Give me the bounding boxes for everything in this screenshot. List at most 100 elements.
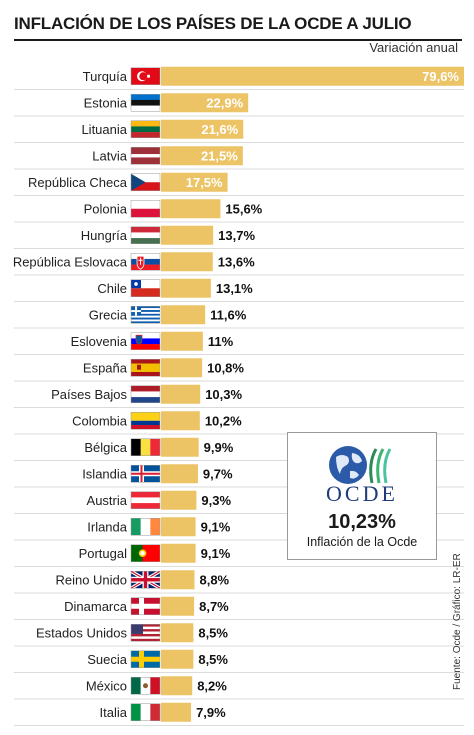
ocde-callout: OCDE 10,23% Inflación de la Ocde	[287, 432, 437, 560]
value-label: 7,9%	[196, 705, 226, 720]
value-label: 9,9%	[204, 440, 234, 455]
ocde-inflation-label: Inflación de la Ocde	[306, 535, 418, 549]
value-label: 8,5%	[198, 625, 228, 640]
unit-label: Variación anual	[369, 40, 458, 55]
value-label: 9,1%	[201, 546, 231, 561]
bar	[161, 199, 221, 219]
bar	[161, 358, 203, 378]
country-label: Reino Unido	[55, 572, 127, 587]
country-label: Turquía	[83, 69, 128, 84]
value-label: 22,9%	[206, 95, 243, 110]
slovenia-flag-icon	[130, 332, 161, 350]
bar	[161, 702, 192, 722]
value-label: 79,6%	[422, 69, 459, 84]
bar	[161, 649, 194, 669]
country-label: Portugal	[79, 546, 128, 561]
portugal-flag-icon	[130, 544, 161, 562]
united-kingdom-flag-icon	[130, 569, 161, 590]
hungary-flag-icon	[130, 226, 161, 244]
country-label: Islandia	[82, 466, 128, 481]
bar	[161, 278, 211, 298]
bar	[161, 543, 196, 563]
iceland-flag-icon	[130, 465, 161, 483]
austria-flag-icon	[130, 491, 161, 509]
value-label: 17,5%	[186, 175, 223, 190]
country-label: Lituania	[81, 122, 127, 137]
sweden-flag-icon	[130, 650, 161, 668]
value-label: 8,7%	[199, 599, 229, 614]
country-label: Chile	[97, 281, 127, 296]
country-label: España	[83, 360, 128, 375]
bar	[161, 252, 213, 272]
bar	[161, 225, 214, 245]
country-label: México	[86, 678, 127, 693]
country-label: Países Bajos	[51, 387, 127, 402]
bar	[161, 305, 206, 325]
country-label: Suecia	[87, 652, 128, 667]
ocde-logo-text: OCDE	[326, 481, 398, 506]
bar	[161, 93, 249, 113]
bar	[161, 570, 195, 590]
value-label: 13,7%	[218, 228, 255, 243]
greece-flag-icon	[130, 306, 161, 324]
italy-flag-icon	[130, 703, 161, 721]
bar	[161, 464, 198, 484]
poland-flag-icon	[130, 200, 161, 218]
bar	[161, 517, 196, 537]
country-label: Estonia	[84, 95, 128, 110]
ocde-logo	[329, 446, 392, 484]
value-label: 9,7%	[203, 466, 233, 481]
value-label: 8,5%	[198, 652, 228, 667]
turkey-flag-icon	[130, 67, 161, 85]
value-label: 9,3%	[201, 493, 231, 508]
value-label: 10,3%	[205, 387, 242, 402]
country-label: Irlanda	[87, 519, 128, 534]
title-rule	[14, 39, 462, 41]
value-label: 13,6%	[218, 254, 255, 269]
country-label: Grecia	[89, 307, 128, 322]
value-label: 8,8%	[199, 572, 229, 587]
chart-title: INFLACIÓN DE LOS PAÍSES DE LA OCDE A JUL…	[14, 14, 412, 33]
source-note: Fuente: Ocde / Gráfico: LR-ER	[452, 553, 463, 690]
netherlands-flag-icon	[130, 385, 161, 403]
value-label: 10,8%	[207, 360, 244, 375]
latvia-flag-icon	[130, 147, 161, 165]
value-label: 9,1%	[201, 519, 231, 534]
value-label: 10,2%	[205, 413, 242, 428]
bar	[161, 437, 199, 457]
value-label: 11,6%	[210, 307, 247, 322]
country-label: Austria	[87, 493, 128, 508]
value-label: 21,5%	[201, 148, 238, 163]
country-label: Eslovenia	[71, 334, 128, 349]
bar	[161, 66, 464, 86]
spain-flag-icon	[130, 359, 161, 377]
bar	[161, 119, 244, 139]
ireland-flag-icon	[130, 518, 161, 536]
chile-flag-icon	[130, 279, 161, 297]
bar	[161, 331, 203, 351]
country-label: Polonia	[84, 201, 128, 216]
country-label: Estados Unidos	[36, 625, 128, 640]
denmark-flag-icon	[130, 597, 161, 615]
country-label: Dinamarca	[64, 599, 128, 614]
bar	[161, 490, 197, 510]
value-label: 8,2%	[197, 678, 227, 693]
country-label: República Eslovaca	[13, 254, 128, 269]
mexico-flag-icon	[130, 677, 161, 695]
value-label: 21,6%	[201, 122, 238, 137]
bar	[161, 172, 228, 192]
bar	[161, 623, 194, 643]
country-label: Latvia	[92, 148, 127, 163]
bar	[161, 384, 201, 404]
bar	[161, 411, 200, 431]
ocde-inflation-value: 10,23%	[328, 511, 396, 533]
country-label: Hungría	[81, 228, 128, 243]
country-label: Colombia	[72, 413, 128, 428]
bar	[161, 676, 193, 696]
country-label: Bélgica	[84, 440, 127, 455]
belgium-flag-icon	[130, 438, 161, 456]
country-label: Italia	[100, 705, 128, 720]
lithuania-flag-icon	[130, 120, 161, 138]
estonia-flag-icon	[130, 94, 161, 112]
